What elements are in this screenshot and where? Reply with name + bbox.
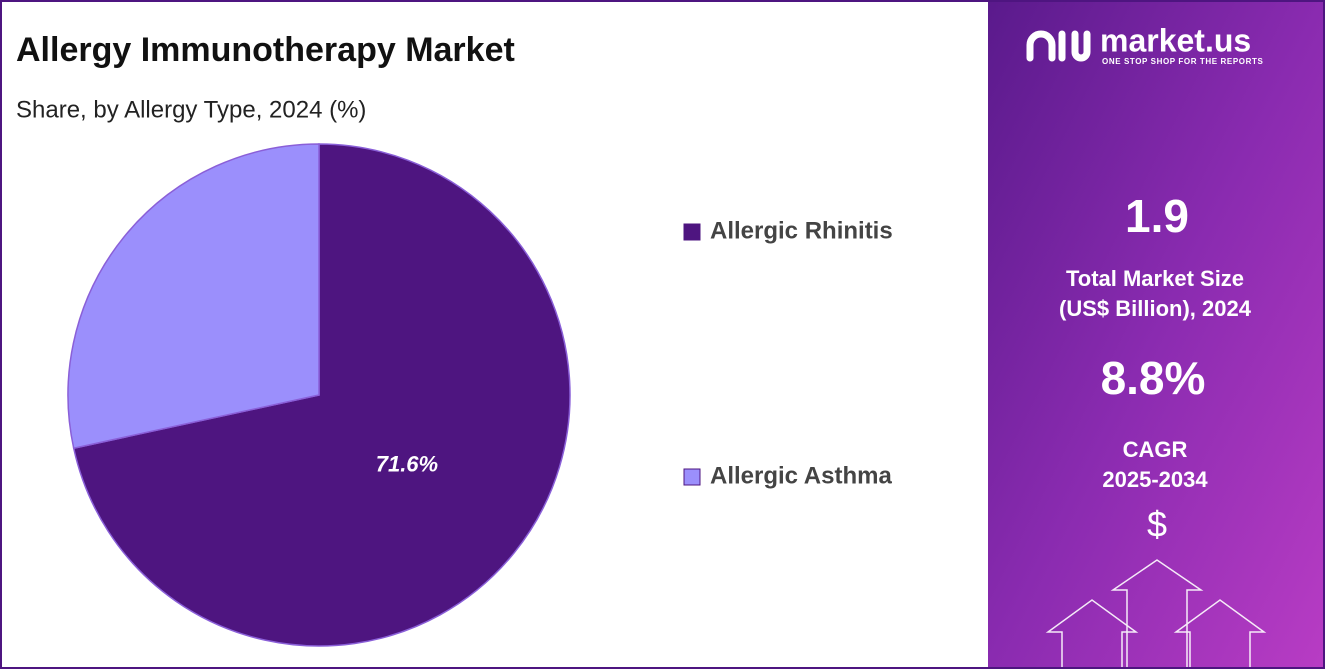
legend-label: Allergic Rhinitis [710,217,893,244]
currency-icon: $ [1147,504,1167,545]
market-size-label: (US$ Billion), 2024 [1059,296,1252,321]
legend-label: Allergic Asthma [710,462,892,489]
arrows [1045,559,1267,667]
chart-subtitle: Share, by Allergy Type, 2024 (%) [16,96,366,123]
cagr-label: 2025-2034 [1102,467,1208,492]
cagr-label: CAGR [1123,437,1188,462]
side-panel [988,2,1323,667]
logo-icon [1026,30,1091,62]
market-size-label: Total Market Size [1066,266,1244,291]
pie-slice [67,143,320,450]
brand: market.us [1100,22,1251,58]
pie-slice [72,143,571,647]
market-size: 1.9 [1125,190,1189,242]
cagr: 8.8% [1101,352,1206,404]
chart-title: Allergy Immunotherapy Market [16,31,515,69]
legend-swatch [683,468,701,486]
data-label: 71.6% [376,452,438,477]
tagline: ONE STOP SHOP FOR THE REPORTS [1102,57,1263,66]
legend-swatch [683,223,701,241]
